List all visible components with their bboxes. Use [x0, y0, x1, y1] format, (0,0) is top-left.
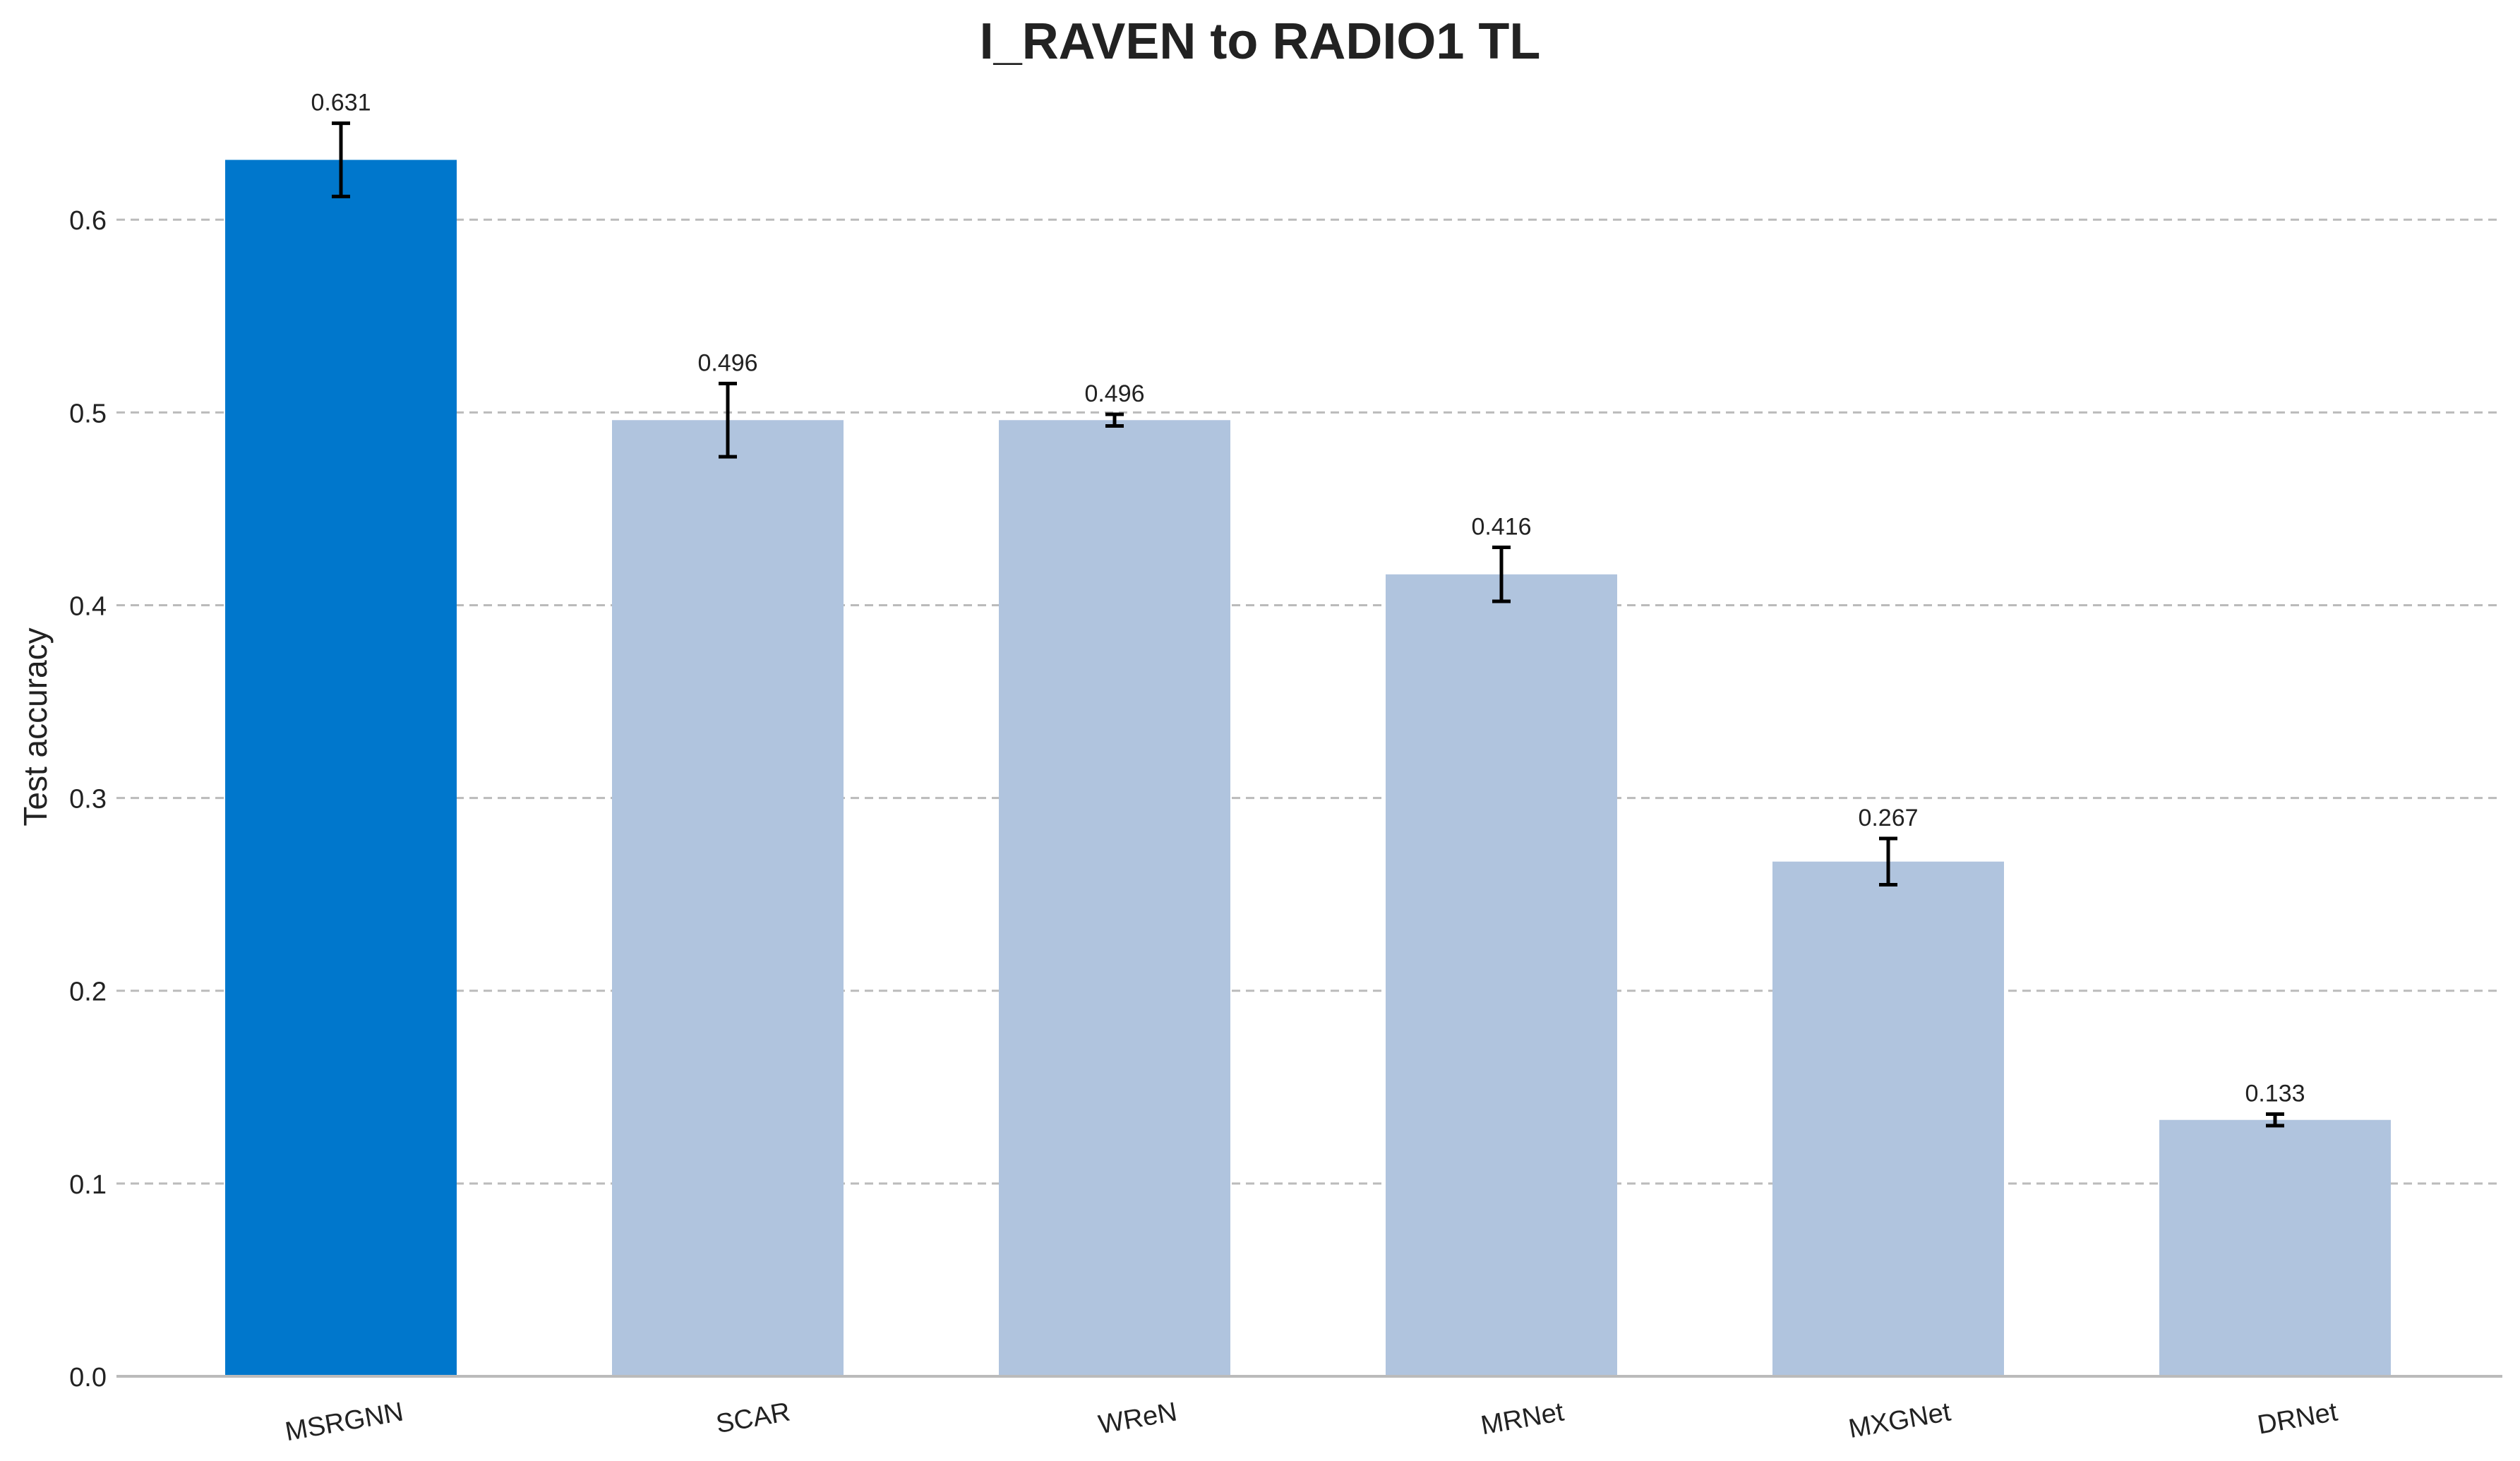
y-axis-label: Test accuracy [16, 627, 54, 826]
x-tick-label: SCAR [714, 1397, 792, 1440]
value-label: 0.267 [1858, 805, 1918, 831]
y-tick-label: 0.5 [69, 399, 107, 428]
bar [2159, 1120, 2391, 1376]
x-tick-label: WReN [1096, 1397, 1179, 1441]
y-tick-label: 0.3 [69, 785, 107, 814]
x-tick-label: DRNet [2255, 1397, 2340, 1440]
chart-title: I_RAVEN to RADIO1 TL [0, 13, 2520, 71]
bar [612, 420, 844, 1376]
y-tick-label: 0.4 [69, 591, 107, 621]
bar [1772, 862, 2004, 1376]
y-tick-label: 0.2 [69, 978, 107, 1007]
value-label: 0.631 [311, 90, 371, 116]
value-label: 0.133 [2245, 1081, 2305, 1107]
y-tick-label: 0.1 [69, 1170, 107, 1200]
value-labels: 0.631 0.496 0.496 0.416 0.267 0.133 [311, 90, 2305, 1107]
value-label: 0.496 [697, 349, 757, 376]
value-label: 0.416 [1471, 514, 1531, 541]
bar [225, 160, 457, 1376]
x-tick-label: MRNet [1479, 1397, 1566, 1441]
y-tick-label: 0.0 [69, 1363, 107, 1393]
x-tick-label: MSRGNN [283, 1397, 406, 1448]
bar [999, 420, 1230, 1376]
y-tick-label: 0.6 [69, 206, 107, 236]
value-label: 0.496 [1084, 380, 1144, 407]
bars [225, 160, 2391, 1376]
gridlines [116, 220, 2502, 1184]
bar [1386, 575, 1617, 1376]
x-tick-label: MXGNet [1847, 1397, 1953, 1444]
